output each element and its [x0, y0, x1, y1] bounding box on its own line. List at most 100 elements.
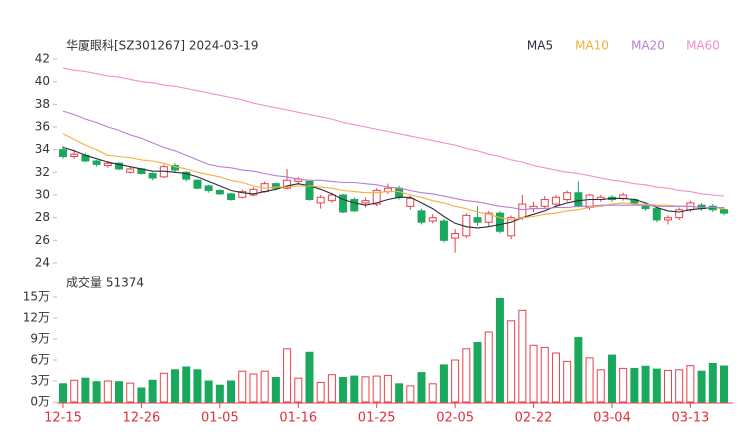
volume-bar: [327, 374, 336, 403]
candle-body: [271, 183, 280, 189]
candle-body: [428, 217, 437, 222]
volume-bar: [294, 377, 303, 403]
legend-label: MA60: [686, 39, 720, 53]
volume-bar: [439, 364, 448, 403]
candle-body: [204, 185, 213, 191]
y-tick-label: 40: [35, 74, 50, 88]
volume-bar: [540, 346, 549, 403]
candle-body: [540, 199, 549, 207]
volume-bar: [260, 370, 269, 403]
candle-body: [115, 162, 124, 170]
volume-bar: [339, 377, 348, 403]
volume-bar: [305, 351, 314, 403]
volume-bar: [204, 380, 213, 403]
candle-body: [70, 153, 79, 157]
candle-body: [339, 194, 348, 213]
candle-body: [473, 217, 482, 223]
volume-bar: [428, 383, 437, 403]
x-tick-label: 12-26: [123, 411, 161, 426]
volume-bar: [70, 379, 79, 403]
candle-body: [227, 193, 236, 201]
volume-bar: [708, 363, 717, 403]
volume-bar: [596, 369, 605, 403]
chart-title: 华厦眼科[SZ301267] 2024-03-19: [66, 39, 259, 53]
legend-label: MA5: [527, 39, 553, 53]
x-tick-label: 01-16: [279, 411, 317, 426]
y-tick-label: 24: [35, 256, 50, 270]
candle-body: [652, 208, 661, 221]
x-tick-label: 02-05: [436, 411, 474, 426]
y-tick-label: 15万: [23, 290, 50, 304]
x-tick-label: 01-25: [358, 411, 396, 426]
volume-bar: [551, 352, 560, 403]
candle-body: [507, 217, 516, 237]
candle-body: [182, 171, 191, 180]
candle-body: [193, 179, 202, 189]
volume-bar: [372, 375, 381, 403]
volume-bar: [451, 359, 460, 403]
candle-body: [283, 179, 292, 189]
y-tick-label: 26: [35, 233, 50, 247]
y-tick-label: 6万: [30, 353, 50, 367]
y-tick-label: 34: [35, 142, 50, 156]
volume-bar: [417, 372, 426, 403]
candle-body: [103, 162, 112, 167]
volume-bar: [529, 344, 538, 403]
volume-bar: [473, 342, 482, 403]
y-tick-label: 36: [35, 120, 50, 134]
y-tick-label: 0万: [30, 395, 50, 409]
y-tick-label: 28: [35, 210, 50, 224]
volume-bar: [686, 365, 695, 403]
volume-bar: [361, 376, 370, 403]
candle-body: [484, 212, 493, 223]
volume-bar: [81, 377, 90, 403]
volume-bar: [462, 348, 471, 403]
candle-body: [92, 160, 101, 165]
volume-bar: [383, 374, 392, 403]
ma-line: [62, 133, 725, 221]
y-tick-label: 42: [35, 52, 50, 66]
volume-bar: [720, 365, 728, 403]
volume-bar: [137, 387, 146, 403]
y-tick-label: 38: [35, 97, 50, 111]
volume-bar: [103, 380, 112, 403]
candle-body: [663, 217, 672, 221]
volume-bar: [350, 375, 359, 403]
volume-bar: [585, 357, 594, 403]
candle-body: [316, 196, 325, 204]
ma-line: [62, 67, 725, 197]
volume-bar: [59, 383, 67, 403]
volume-bar: [675, 369, 684, 403]
y-tick-label: 32: [35, 165, 50, 179]
volume-bar: [115, 381, 124, 403]
volume-bar: [238, 370, 247, 403]
candle-body: [305, 180, 314, 201]
candle-body: [350, 199, 359, 212]
candle-body: [675, 209, 684, 219]
candle-body: [720, 209, 728, 214]
candle-body: [238, 191, 247, 198]
volume-title: 成交量 51374: [66, 275, 144, 290]
volume-bar: [518, 309, 527, 403]
ma-line: [62, 110, 724, 211]
volume-bar: [697, 370, 706, 403]
candle-body: [249, 188, 258, 196]
volume-bar: [159, 372, 168, 403]
volume-bar: [92, 381, 101, 403]
volume-bar: [495, 297, 504, 403]
y-tick-label: 30: [35, 188, 50, 202]
volume-bar: [148, 379, 157, 403]
candle-body: [59, 149, 67, 157]
legend-label: MA20: [631, 39, 665, 53]
x-tick-label: 01-05: [201, 411, 239, 426]
ma-line: [62, 146, 725, 229]
volume-bar: [271, 377, 280, 403]
x-tick-label: 03-04: [593, 411, 631, 426]
y-tick-label: 12万: [23, 311, 50, 325]
volume-bar: [619, 367, 628, 403]
candle-body: [551, 196, 560, 205]
volume-bar: [652, 368, 661, 403]
y-tick-label: 9万: [30, 332, 50, 346]
x-tick-label: 12-15: [44, 411, 82, 426]
volume-bar: [126, 382, 135, 403]
